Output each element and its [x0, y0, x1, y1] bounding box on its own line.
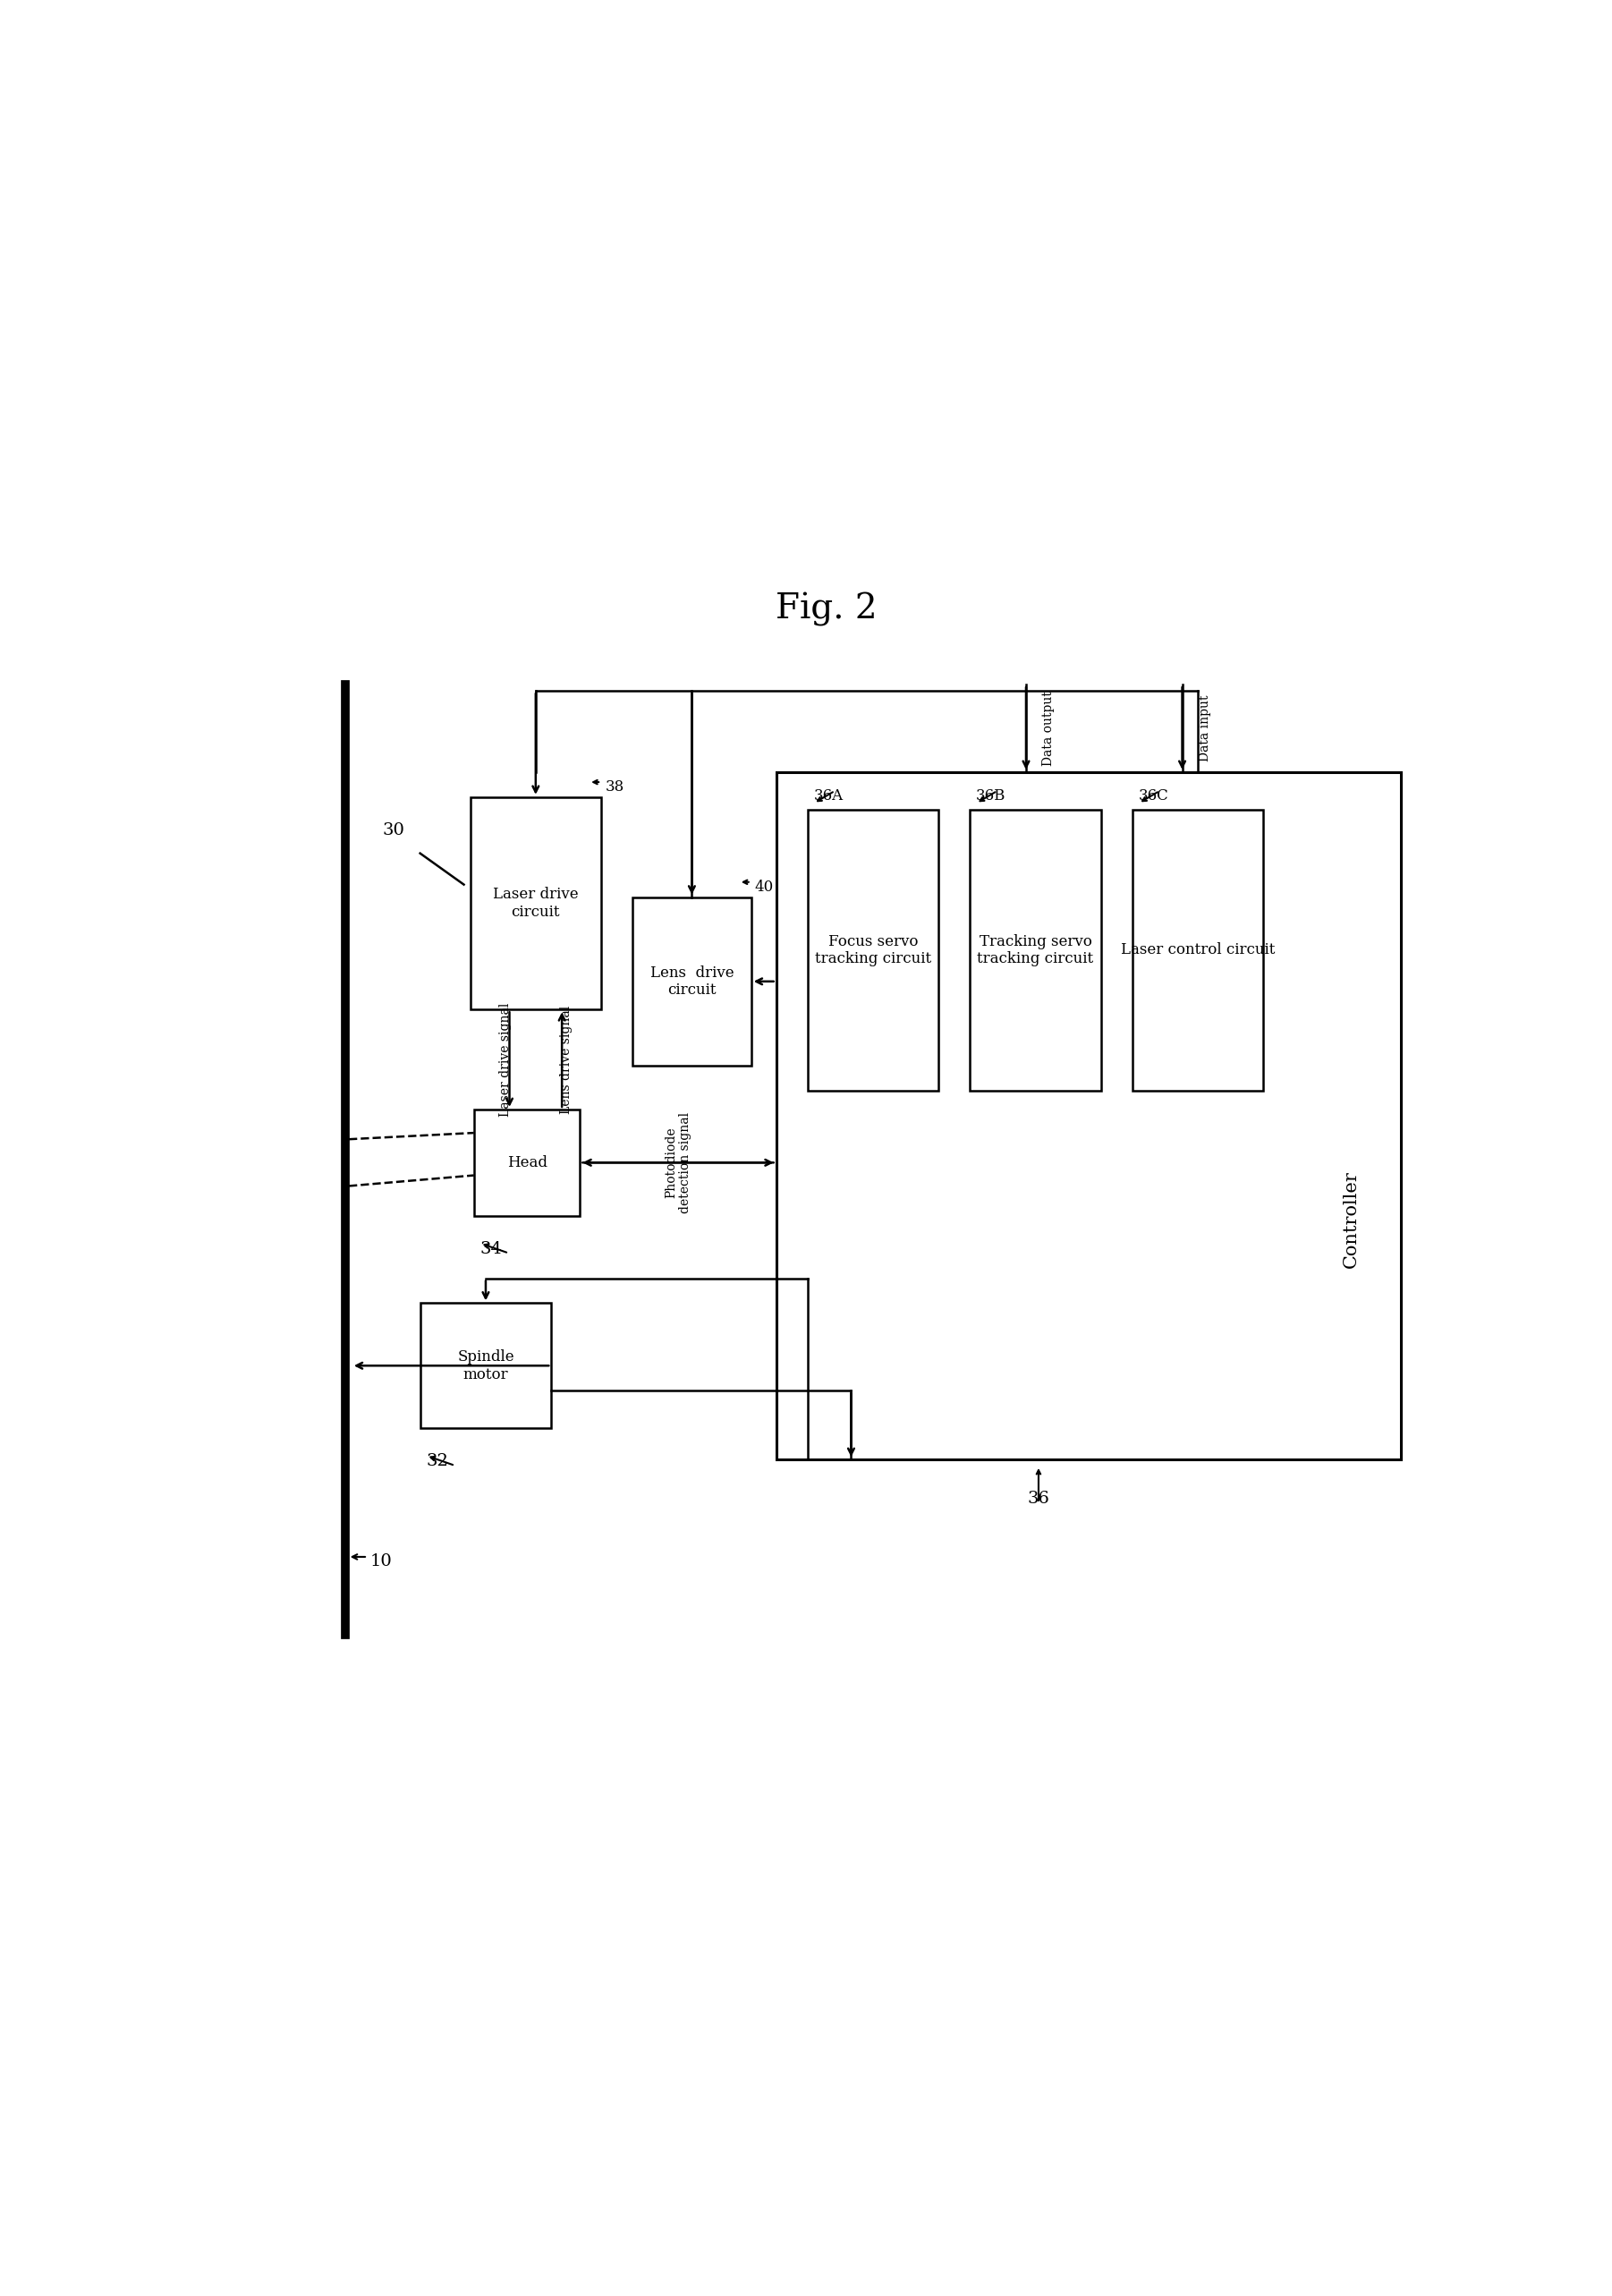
Text: Laser drive signal: Laser drive signal	[500, 1003, 511, 1116]
Bar	[1132, 810, 1264, 1091]
Text: 36A: 36A	[814, 788, 843, 804]
Text: Data input: Data input	[1198, 696, 1211, 762]
Text: Laser drive
circuit: Laser drive circuit	[493, 886, 579, 921]
Text: Lens  drive
circuit: Lens drive circuit	[650, 964, 733, 999]
Text: 36: 36	[1027, 1490, 1049, 1506]
Text: Head: Head	[506, 1155, 546, 1171]
Bar	[421, 1304, 551, 1428]
Text: 38: 38	[604, 778, 624, 794]
Text: 36C: 36C	[1138, 788, 1169, 804]
Bar	[777, 771, 1401, 1460]
Text: Laser control circuit: Laser control circuit	[1120, 944, 1275, 957]
Bar	[970, 810, 1101, 1091]
Text: Tracking servo
tracking circuit: Tracking servo tracking circuit	[977, 934, 1093, 967]
Text: 30: 30	[382, 822, 405, 838]
Text: Focus servo
tracking circuit: Focus servo tracking circuit	[814, 934, 932, 967]
Bar	[474, 1109, 580, 1215]
Text: 36B: 36B	[977, 788, 1006, 804]
Bar	[471, 797, 601, 1010]
Text: Controller: Controller	[1343, 1171, 1359, 1267]
Text: 10: 10	[371, 1552, 392, 1568]
Text: Data output: Data output	[1043, 691, 1054, 767]
Text: 34: 34	[480, 1240, 503, 1256]
Text: 32: 32	[426, 1453, 448, 1469]
Text: Spindle
motor: Spindle motor	[458, 1350, 514, 1382]
Text: Fig. 2: Fig. 2	[775, 592, 877, 627]
Text: Lens drive signal: Lens drive signal	[559, 1006, 572, 1114]
Bar	[808, 810, 938, 1091]
Text: 40: 40	[754, 879, 774, 895]
Bar	[632, 898, 751, 1065]
Text: Photodiode
detection signal: Photodiode detection signal	[664, 1111, 692, 1212]
